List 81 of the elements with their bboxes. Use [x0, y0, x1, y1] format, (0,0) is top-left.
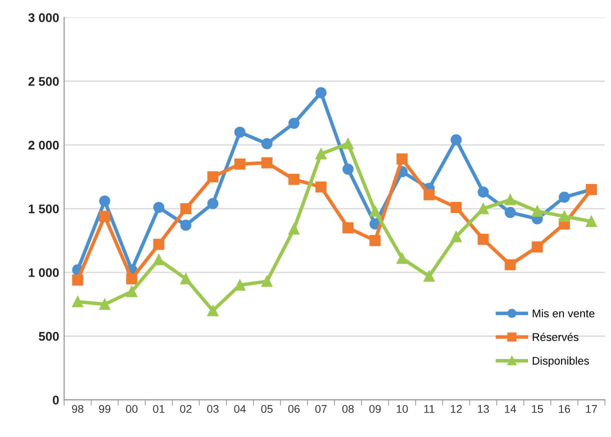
y-tick-label: 3 000: [28, 13, 59, 22]
point: [180, 220, 192, 231]
point: [315, 148, 327, 160]
point: [234, 158, 246, 170]
point: [234, 126, 246, 138]
point: [342, 138, 354, 150]
point: [288, 118, 300, 129]
point: [126, 286, 138, 298]
point: [261, 157, 272, 168]
x-tick-label: 99: [99, 405, 110, 413]
point: [478, 203, 489, 214]
point: [504, 194, 516, 206]
x-tick-label: 98: [72, 405, 84, 413]
point: [450, 231, 462, 242]
x-tick-label: 17: [586, 405, 597, 413]
x-tick-label: 03: [207, 405, 219, 413]
point: [558, 210, 570, 222]
point: [288, 174, 300, 185]
y-tick-label: 1 000: [28, 268, 59, 278]
point: [450, 134, 462, 146]
point: [234, 280, 246, 291]
point: [370, 206, 381, 217]
point: [396, 252, 408, 264]
x-tick-label: 00: [126, 405, 138, 413]
point: [261, 138, 272, 150]
point: [207, 171, 218, 182]
point: [126, 273, 138, 284]
point: [207, 198, 218, 210]
x-tick-label: 02: [180, 405, 192, 413]
point: [558, 192, 570, 203]
legend-label: Réservés: [532, 332, 578, 342]
point: [504, 259, 516, 270]
point: [99, 298, 110, 310]
point: [315, 87, 327, 98]
y-tick-label: 500: [38, 332, 59, 341]
y-tick-label: 2 000: [28, 140, 59, 150]
point: [478, 186, 489, 198]
legend-label: Mis en vente: [532, 309, 594, 318]
point: [396, 153, 408, 165]
point: [180, 273, 192, 284]
point: [261, 276, 272, 287]
point: [532, 241, 543, 252]
x-tick-label: 14: [504, 405, 516, 413]
point: [153, 202, 164, 213]
x-tick-label: 12: [450, 405, 462, 413]
x-tick-label: 05: [261, 405, 273, 413]
x-tick-label: 16: [559, 405, 570, 413]
y-tick-label: 0: [52, 396, 59, 405]
point: [99, 210, 110, 222]
point: [72, 274, 84, 286]
y-tick-label: 2 500: [28, 77, 59, 86]
x-tick-label: 01: [153, 405, 164, 413]
x-tick-label: 15: [532, 405, 544, 413]
point: [180, 203, 192, 214]
point: [72, 296, 84, 308]
point: [288, 224, 300, 235]
x-tick-label: 11: [424, 405, 434, 413]
point: [424, 189, 435, 200]
point: [532, 206, 543, 217]
point: [153, 254, 164, 266]
y-tick-label: 1 500: [28, 204, 59, 214]
point: [207, 305, 218, 316]
x-tick-label: 07: [315, 405, 327, 413]
point: [504, 206, 516, 218]
x-tick-label: 13: [478, 405, 489, 413]
point: [478, 234, 489, 245]
x-tick-label: 06: [288, 405, 300, 413]
point: [342, 222, 354, 234]
x-tick-label: 09: [369, 405, 381, 413]
x-tick-label: 04: [234, 405, 246, 413]
x-tick-label: 10: [396, 405, 408, 413]
point: [315, 181, 327, 193]
point: [450, 202, 462, 213]
point: [99, 195, 110, 207]
point: [153, 238, 164, 250]
point: [586, 216, 597, 227]
legend-label: Disponibles: [532, 356, 589, 367]
point: [424, 270, 435, 282]
point: [342, 164, 354, 175]
point: [370, 234, 381, 246]
x-tick-label: 08: [342, 405, 354, 413]
